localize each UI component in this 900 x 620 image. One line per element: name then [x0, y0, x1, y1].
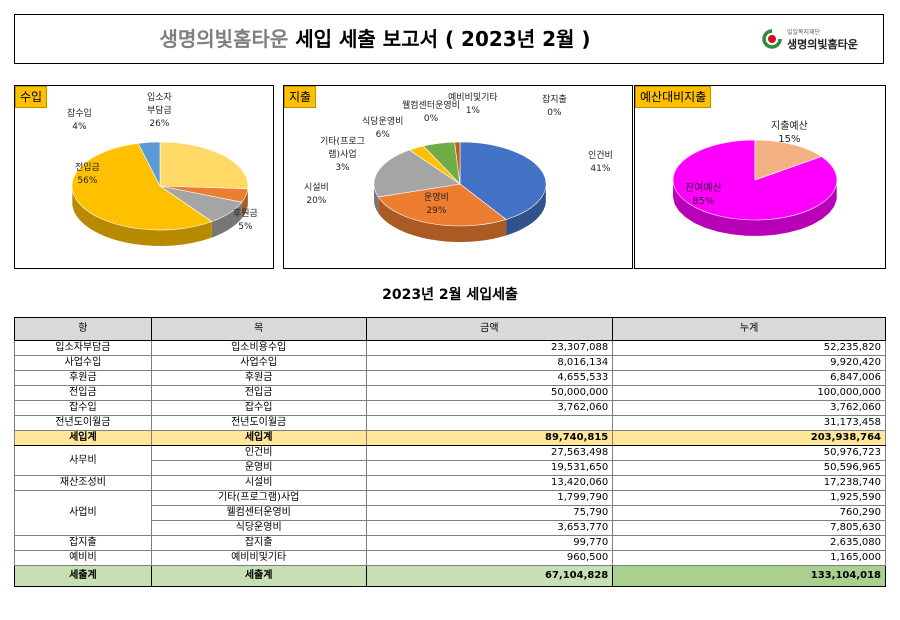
income-expense-table: 항 목 금액 누계 입소자부담금 입소비용수입 23,307,088 52,23…	[14, 317, 886, 587]
budget-pie-chart	[672, 139, 838, 236]
pie-label-welcome-center: 웰컴센터운영비 0%	[402, 101, 460, 124]
pie-label-reserve: 예비비및기타 1%	[448, 93, 498, 116]
pie-label-misc-income: 잡수입 4%	[67, 109, 92, 132]
pie-side-전입금	[72, 189, 212, 246]
pie-side-slice	[211, 202, 242, 238]
pie-label-cafeteria: 식당운영비 6%	[362, 117, 404, 140]
expense-chart-label: 지출	[284, 86, 317, 108]
pie-slice-잔여예산	[672, 139, 838, 221]
report-header: 생명의빛홈타운 세입 세출 보고서 ( 2023년 2월 ) 일일복지재단 생명…	[14, 14, 884, 64]
income-total-row: 세입계 세입계 89,740,815 203,938,764	[14, 430, 886, 446]
pie-side-시설비	[374, 184, 379, 213]
table-row: 후원금 후원금 4,655,533 6,847,006	[14, 370, 886, 386]
income-chart-panel: 수입 입소자 부담금 26% 잡수입 4% 전입금 56% 후원금 5%	[14, 85, 274, 269]
pie-slice-인건비	[459, 141, 547, 220]
expense-total-row: 세출계 세출계 67,104,828 133,104,018	[14, 565, 886, 587]
report-title-period: 세입 세출 보고서 ( 2023년 2월 )	[295, 27, 591, 51]
pie-slice-지출예산	[754, 139, 823, 181]
section-title: 2023년 2월 세입세출	[382, 287, 518, 303]
budget-chart-panel: 예산대비지출 지출예산 15% 잔여예산 85%	[634, 85, 886, 269]
pie-label-facility: 시설비 20%	[304, 183, 329, 206]
pie-label-donation: 후원금 5%	[233, 209, 258, 232]
table-row: 입소자부담금 입소비용수입 23,307,088 52,235,820	[14, 340, 886, 356]
table-row: 전입금 전입금 50,000,000 100,000,000	[14, 385, 886, 401]
pie-slice-예비비및기타	[454, 141, 461, 185]
pie-side-운영비	[378, 196, 507, 242]
pie-label-personnel: 인건비 41%	[588, 151, 613, 174]
table-header-row: 항 목 금액 누계	[14, 317, 886, 341]
col-header-mok: 목	[150, 317, 367, 341]
pie-label-remaining: 잔여예산 85%	[685, 183, 722, 207]
table-row: 잡지출 잡지출 99,770 2,635,080	[14, 535, 886, 551]
table-row: 잡수입 잡수입 3,762,060 3,762,060	[14, 400, 886, 416]
pie-side-잔여예산	[673, 181, 837, 236]
table-row: 식당운영비 3,653,770 7,805,630	[15, 520, 886, 536]
table-row: 전년도이월금 전년도이월금 31,173,458	[14, 415, 886, 431]
pie-label-transfer: 전입금 56%	[75, 163, 100, 186]
pie-slice-잡수입	[137, 141, 161, 187]
budget-chart-label: 예산대비지출	[635, 86, 712, 108]
pie-slice-시설비	[373, 149, 461, 198]
expense-pie-chart	[373, 141, 547, 242]
table-row: 사무비 인건비 27,563,498 50,976,723	[14, 445, 886, 476]
table-row: 사업비 기타(프로그램)사업 1,799,790 1,925,590	[14, 490, 886, 536]
logo-name: 생명의빛홈타운	[787, 38, 858, 51]
table-row: 재산조성비 시설비 13,420,060 17,238,740	[14, 475, 886, 491]
expense-chart-panel: 지출 예비비및기타 1% 잡지출 0% 웰컴센터운영비 0% 식당운영비 6% 기타(프…	[283, 85, 633, 269]
pie-label-misc-expense: 잡지출 0%	[542, 95, 567, 118]
col-header-amount: 금액	[365, 317, 614, 341]
income-chart-label: 수입	[15, 86, 48, 108]
pie-label-operation: 운영비 29%	[424, 193, 449, 216]
pie-slice-입소자부담금	[159, 141, 249, 190]
logo-mark-icon	[762, 29, 782, 49]
pie-label-spent: 지출예산 15%	[771, 121, 808, 145]
income-pie-chart	[71, 141, 249, 246]
logo-subtitle: 일일복지재단	[787, 29, 821, 36]
pie-slice-운영비	[377, 183, 507, 227]
org-logo: 일일복지재단 생명의빛홈타운	[761, 25, 871, 53]
table-row: 웰컴센터운영비 75,790 760,290	[15, 505, 886, 521]
col-header-cumulative: 누계	[612, 317, 886, 341]
pie-label-program: 기타(프로그 램)사업 3%	[320, 137, 365, 173]
report-title-org: 생명의빛홈타운	[159, 27, 289, 51]
pie-side-후원금	[241, 188, 248, 219]
col-header-hang: 항	[14, 317, 152, 341]
report-title: 생명의빛홈타운 세입 세출 보고서 ( 2023년 2월 )	[15, 15, 735, 63]
table-row: 예비비 예비비및기타 960,500 1,165,000	[14, 550, 886, 566]
table-row: 운영비 19,531,650 50,596,965	[15, 460, 886, 476]
pie-slice-전입금	[71, 143, 213, 231]
table-row: 사업수입 사업수입 8,016,134 9,920,420	[14, 355, 886, 371]
pie-label-resident-fee: 입소자 부담금 26%	[147, 93, 172, 129]
